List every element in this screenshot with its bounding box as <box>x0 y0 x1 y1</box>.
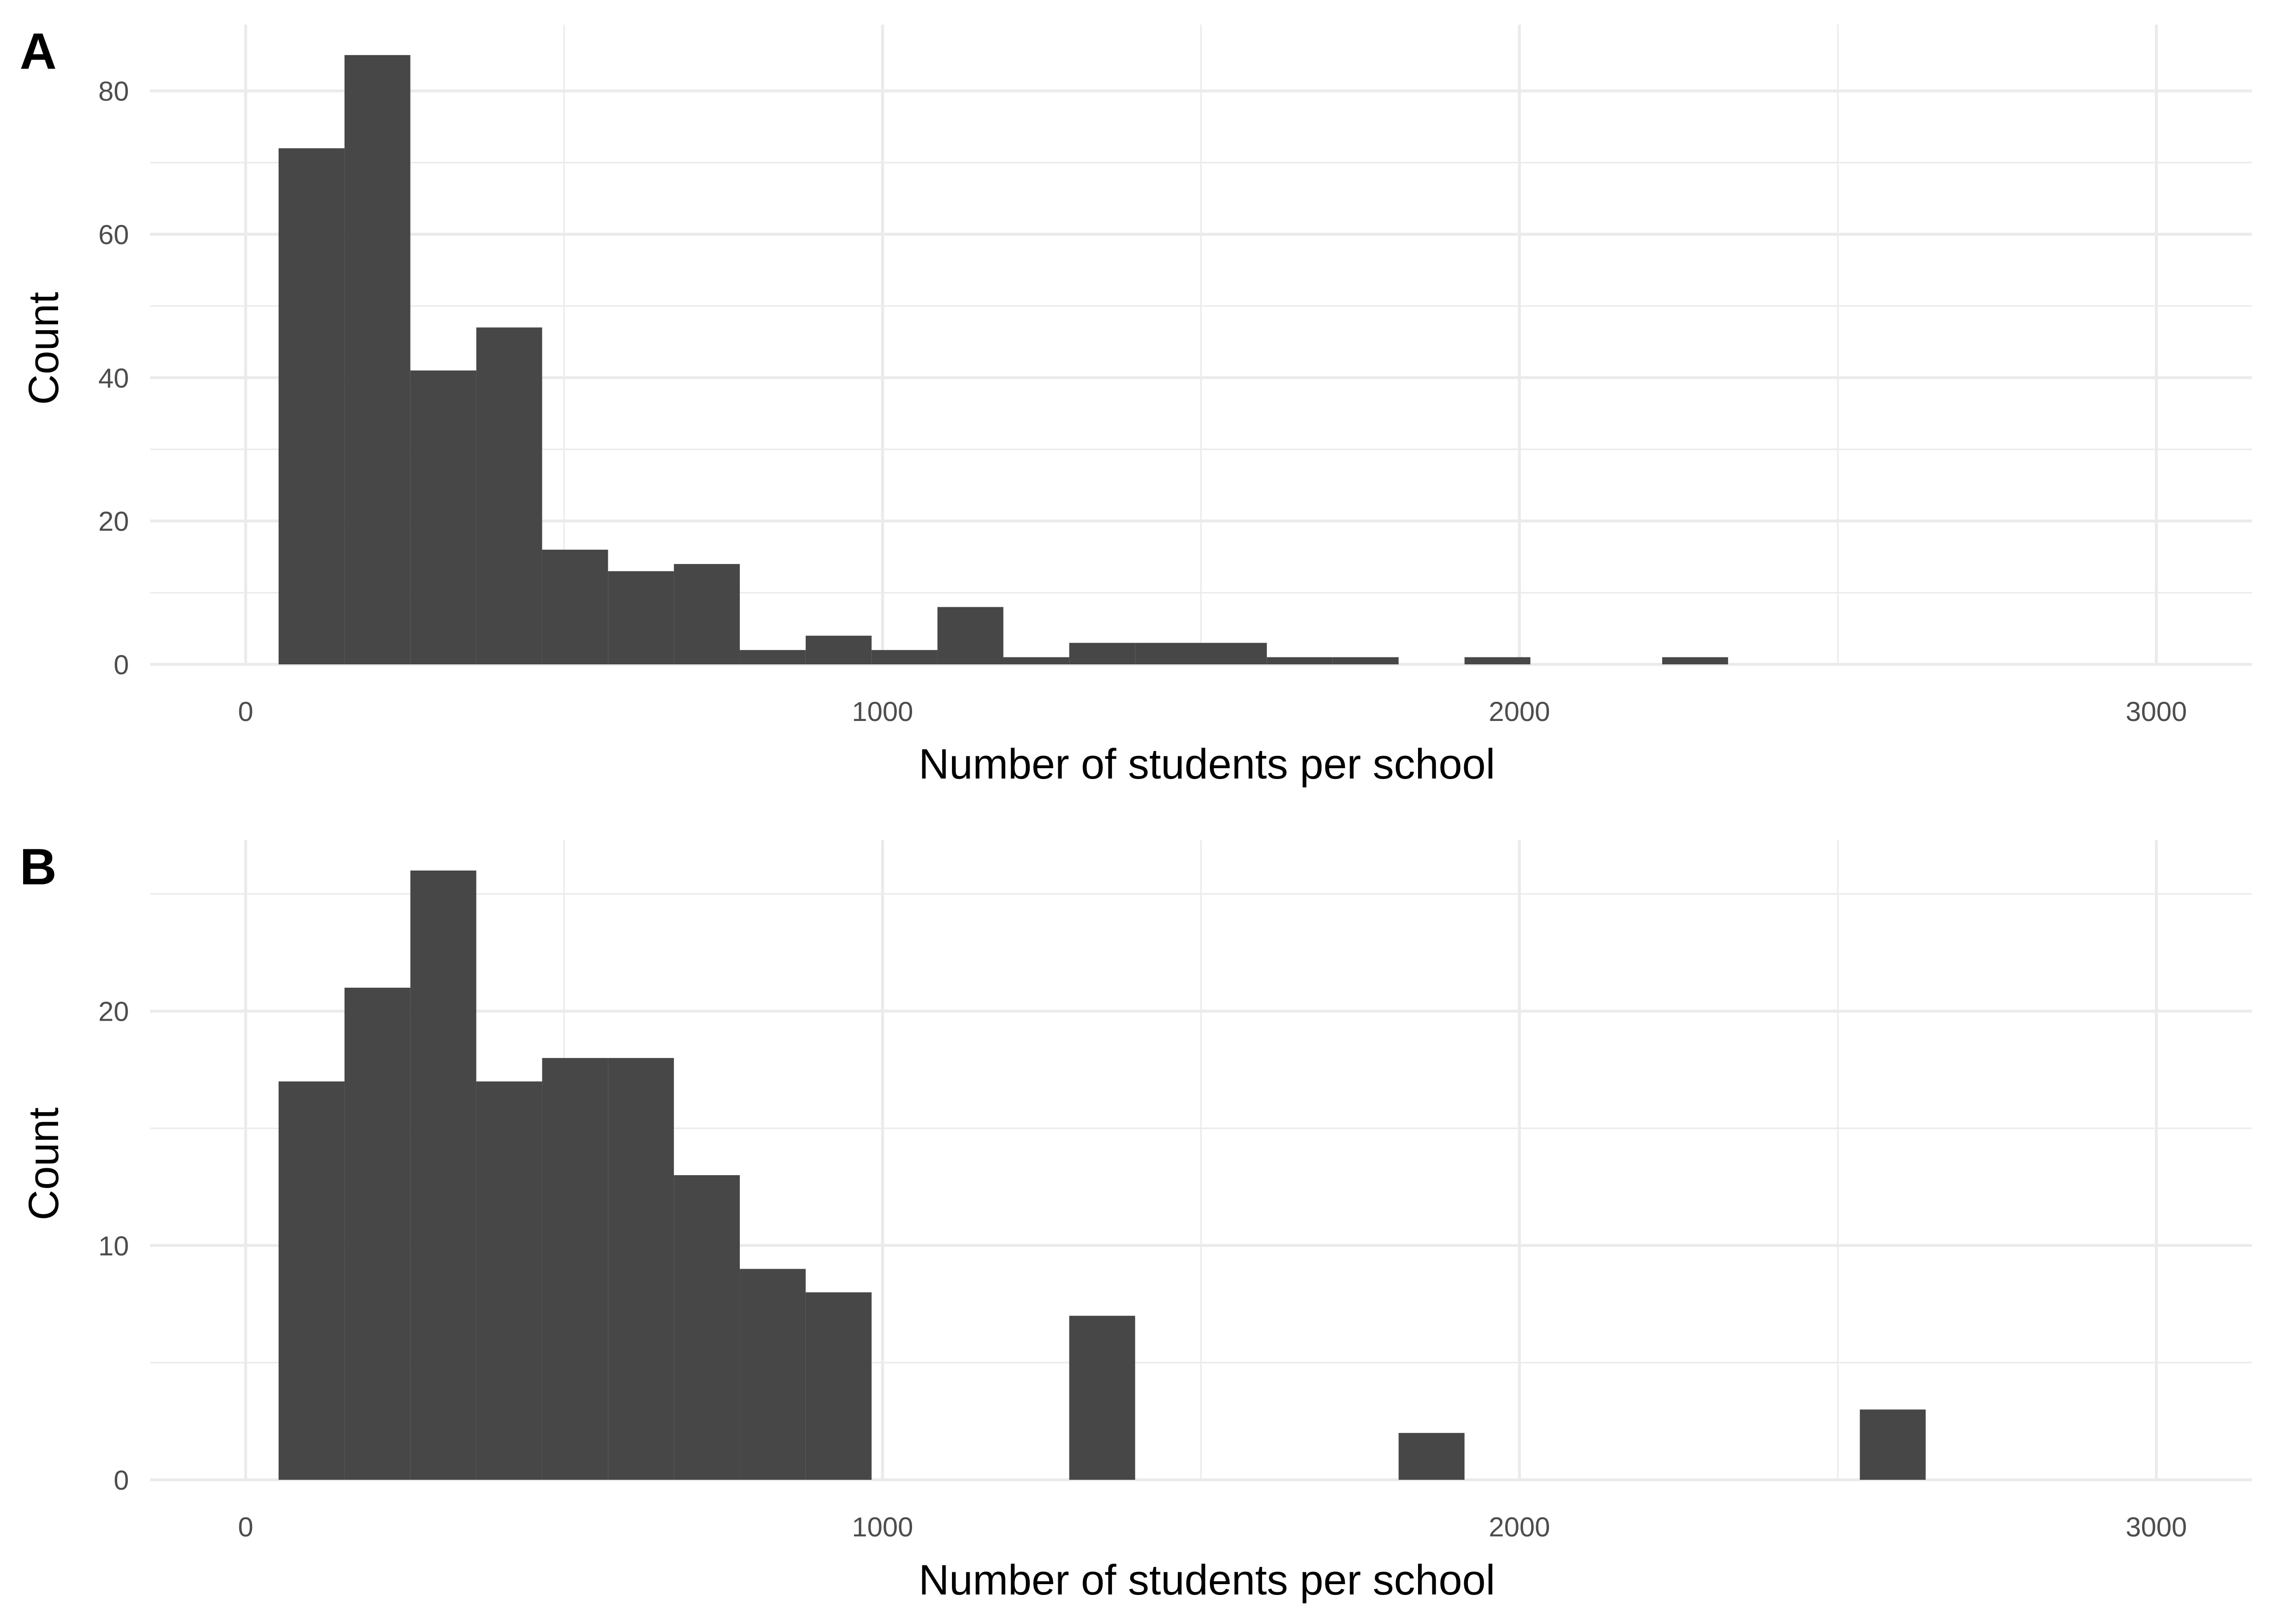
panel-a-label: A <box>20 23 57 80</box>
histogram-bar <box>476 327 542 664</box>
y-tick-label: 0 <box>114 649 129 680</box>
histogram-bar <box>674 1175 740 1480</box>
histogram-bar <box>805 1292 872 1480</box>
x-tick-label: 1000 <box>852 1511 914 1542</box>
histogram-bar <box>542 549 608 664</box>
histogram-bar <box>1135 643 1201 664</box>
histogram-bar <box>1332 657 1399 664</box>
x-tick-label: 1000 <box>852 696 914 727</box>
histogram-bar <box>1003 657 1070 664</box>
panel-a-y-tick-labels: 0 20 40 60 80 <box>98 76 129 680</box>
panel-a-y-axis-title: Count <box>20 292 67 405</box>
histogram-bar <box>1201 643 1267 664</box>
x-tick-label: 0 <box>238 1511 253 1542</box>
histogram-bar <box>937 607 1004 664</box>
panel-a-x-axis-title: Number of students per school <box>918 741 1495 788</box>
histogram-bar <box>740 650 806 664</box>
x-tick-label: 0 <box>238 696 253 727</box>
histogram-bar <box>344 55 411 664</box>
y-tick-label: 10 <box>98 1230 129 1261</box>
panel-b-x-tick-labels: 0 1000 2000 3000 <box>238 1511 2187 1542</box>
histogram-bar <box>674 564 740 664</box>
histogram-bar <box>1662 657 1728 664</box>
histogram-bar <box>278 148 345 664</box>
histogram-bar <box>1069 643 1136 664</box>
panel-b-y-tick-labels: 0 10 20 <box>98 996 129 1496</box>
y-tick-label: 20 <box>98 506 129 537</box>
histogram-bar <box>608 1058 674 1480</box>
panel-b: 0 10 20 0 1000 2000 3000 Number of students p… <box>20 839 2252 1604</box>
x-tick-label: 2000 <box>1489 1511 1550 1542</box>
y-tick-label: 40 <box>98 362 129 393</box>
histogram-bar <box>871 650 938 664</box>
panel-a-x-tick-labels: 0 1000 2000 3000 <box>238 696 2187 727</box>
panel-b-bars <box>278 870 1926 1480</box>
histogram-bar <box>805 635 872 664</box>
y-tick-label: 60 <box>98 219 129 250</box>
y-tick-label: 20 <box>98 996 129 1027</box>
panel-b-label: B <box>20 839 57 896</box>
x-tick-label: 3000 <box>2126 1511 2187 1542</box>
panel-b-x-axis-title: Number of students per school <box>918 1557 1495 1604</box>
histogram-bar <box>1069 1315 1136 1480</box>
histogram-bar <box>1464 657 1531 664</box>
histogram-bar <box>1266 657 1333 664</box>
y-tick-label: 80 <box>98 76 129 107</box>
panel-a: 0 20 40 60 80 0 1000 2000 3000 Number of studen… <box>20 23 2252 788</box>
histogram-bar <box>476 1081 542 1480</box>
histogram-bar <box>608 571 674 664</box>
histogram-bar <box>1860 1409 1926 1480</box>
x-tick-label: 3000 <box>2126 696 2187 727</box>
panel-b-y-axis-title: Count <box>20 1107 67 1220</box>
x-tick-label: 2000 <box>1489 696 1550 727</box>
panel-a-bars <box>278 55 1728 664</box>
histogram-bar <box>1398 1433 1465 1480</box>
histogram-bar <box>740 1269 806 1480</box>
histogram-bar <box>410 370 476 664</box>
histogram-bar <box>344 988 411 1480</box>
y-tick-label: 0 <box>114 1465 129 1496</box>
histogram-bar <box>542 1058 608 1480</box>
histogram-bar <box>278 1081 345 1480</box>
histogram-bar <box>410 870 476 1480</box>
